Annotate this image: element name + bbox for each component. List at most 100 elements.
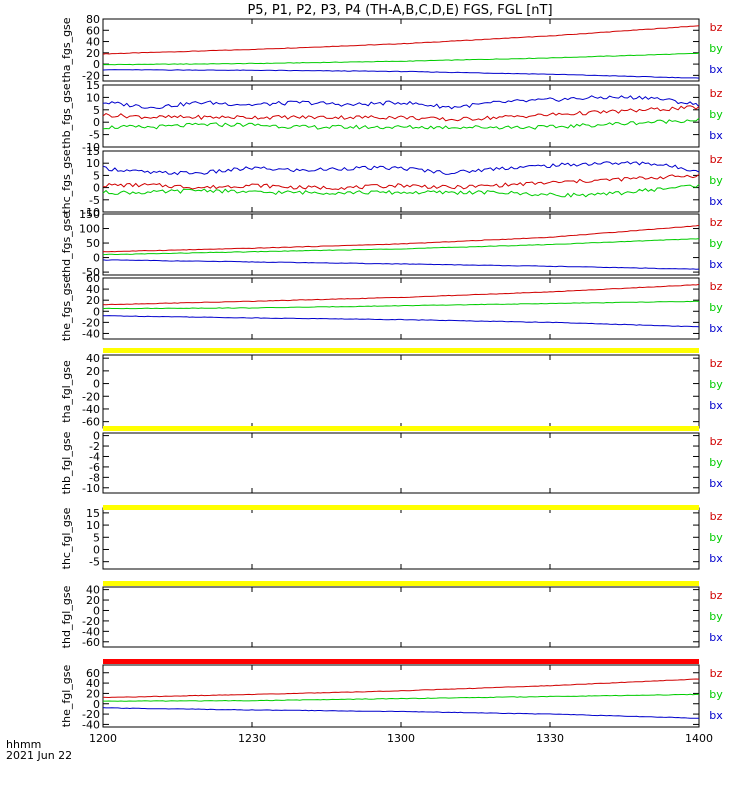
y-tick-label: -5 xyxy=(89,556,100,569)
y-tick-label: 40 xyxy=(86,584,100,597)
y-tick-label: 0 xyxy=(93,182,100,195)
y-axis-label: thd_fgl_gse xyxy=(60,585,73,648)
y-tick-label: 0 xyxy=(93,378,100,391)
y-tick-label: 20 xyxy=(86,687,100,700)
y-tick-label: 15 xyxy=(86,145,100,158)
y-tick-label: 10 xyxy=(86,157,100,170)
y-axis-label: the_fgl_gse xyxy=(60,665,73,728)
legend-bx: bx xyxy=(709,709,723,722)
y-tick-label: -20 xyxy=(82,615,100,628)
legend-bz: bz xyxy=(710,280,723,293)
y-tick-label: 60 xyxy=(86,272,100,285)
y-tick-label: 20 xyxy=(86,594,100,607)
y-tick-label: 0 xyxy=(93,116,100,129)
x-tick-label: 1230 xyxy=(238,732,266,745)
plot-title: P5, P1, P2, P3, P4 (TH-A,B,C,D,E) FGS, F… xyxy=(247,3,552,18)
legend-bx: bx xyxy=(709,399,723,412)
flag-bar-red xyxy=(103,659,699,664)
x-tick-label: 1200 xyxy=(89,732,117,745)
y-tick-label: -20 xyxy=(82,69,100,82)
y-tick-label: -60 xyxy=(82,636,100,649)
legend-bz: bz xyxy=(710,435,723,448)
y-tick-label: 40 xyxy=(86,677,100,690)
y-axis-label: thb_fgl_gse xyxy=(60,431,73,494)
y-tick-label: 5 xyxy=(93,169,100,182)
legend-by: by xyxy=(709,531,723,544)
y-axis-label: thd_fgs_gse xyxy=(60,212,73,278)
series-bx xyxy=(102,707,700,719)
y-axis-label: tha_fgs_gse xyxy=(60,17,73,82)
y-tick-label: 10 xyxy=(86,519,100,532)
legend-bz: bz xyxy=(710,589,723,602)
flag-bar-yellow xyxy=(103,348,699,353)
y-tick-label: -5 xyxy=(89,194,100,207)
y-tick-label: 40 xyxy=(86,36,100,49)
legend-bx: bx xyxy=(709,258,723,271)
y-axis-label: thb_fgs_gse xyxy=(60,83,73,149)
series-bz xyxy=(102,174,700,191)
panel-frame xyxy=(102,586,700,648)
series-by xyxy=(102,52,700,66)
y-tick-label: -20 xyxy=(82,708,100,721)
legend-bx: bx xyxy=(709,195,723,208)
y-tick-label: 100 xyxy=(79,223,100,236)
y-tick-label: 40 xyxy=(86,352,100,365)
legend-bz: bz xyxy=(710,87,723,100)
series-bx xyxy=(102,161,700,176)
footer-hhmm: hhmm xyxy=(6,738,41,751)
y-tick-label: -10 xyxy=(82,482,100,495)
series-bx xyxy=(102,315,700,328)
y-tick-label: 5 xyxy=(93,531,100,544)
y-tick-label: -4 xyxy=(89,450,100,463)
legend-bx: bx xyxy=(709,129,723,142)
y-tick-label: 0 xyxy=(93,58,100,71)
y-tick-label: -60 xyxy=(82,416,100,429)
y-tick-label: 0 xyxy=(93,604,100,617)
legend-by: by xyxy=(709,301,723,314)
legend-bz: bz xyxy=(710,153,723,166)
y-tick-label: 150 xyxy=(79,208,100,221)
y-axis-label: the_fgs_gse xyxy=(60,276,73,341)
y-tick-label: 20 xyxy=(86,47,100,60)
legend-by: by xyxy=(709,237,723,250)
x-tick-label: 1400 xyxy=(685,732,713,745)
y-tick-label: 0 xyxy=(93,305,100,318)
y-tick-label: -40 xyxy=(82,327,100,340)
footer-date: 2021 Jun 22 xyxy=(6,749,72,762)
y-tick-label: 0 xyxy=(93,698,100,711)
x-tick-label: 1330 xyxy=(536,732,564,745)
series-by xyxy=(102,117,700,130)
y-tick-label: 0 xyxy=(93,543,100,556)
legend-bx: bx xyxy=(709,322,723,335)
y-tick-label: 80 xyxy=(86,13,100,26)
series-bz xyxy=(102,25,700,55)
flag-bar-yellow xyxy=(103,426,699,431)
panel-frame xyxy=(102,354,700,429)
legend-by: by xyxy=(709,610,723,623)
series-bx xyxy=(102,259,700,270)
series-by xyxy=(103,693,699,702)
y-tick-label: -40 xyxy=(82,625,100,638)
legend-by: by xyxy=(709,378,723,391)
flag-bar-yellow xyxy=(103,505,699,510)
series-by xyxy=(102,238,700,256)
legend-by: by xyxy=(709,174,723,187)
y-axis-label: tha_fgl_gse xyxy=(60,360,73,423)
y-tick-label: 5 xyxy=(93,104,100,117)
y-tick-label: 15 xyxy=(86,507,100,520)
legend-bx: bx xyxy=(709,631,723,644)
y-tick-label: -5 xyxy=(89,129,100,142)
y-tick-label: -6 xyxy=(89,461,100,474)
legend-bx: bx xyxy=(709,552,723,565)
legend-bz: bz xyxy=(710,216,723,229)
